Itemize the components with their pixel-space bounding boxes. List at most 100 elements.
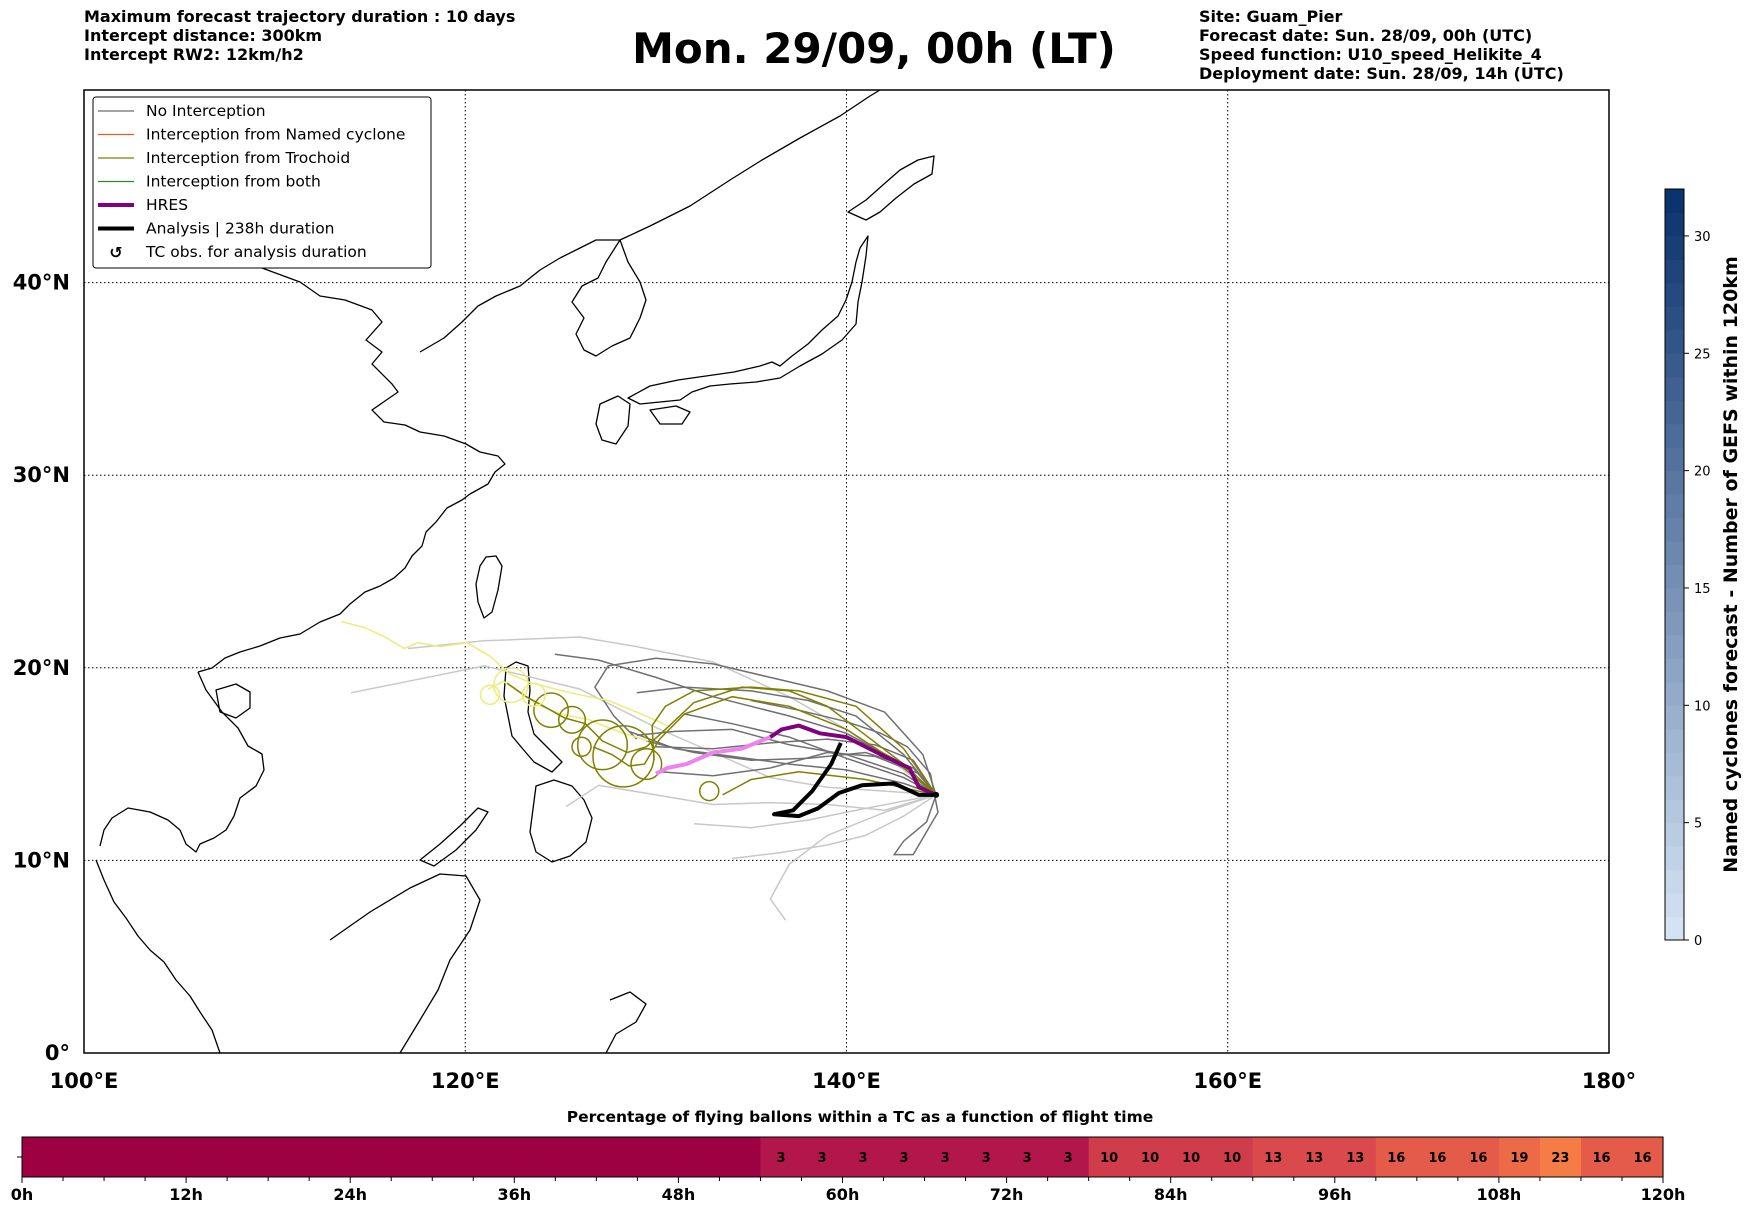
timeline-cell bbox=[268, 1137, 310, 1177]
colorbar-segment bbox=[1665, 376, 1684, 401]
latitude-tick-label: 10°N bbox=[13, 848, 70, 872]
timeline-tick-label: 36h bbox=[497, 1185, 531, 1204]
colorbar-segment bbox=[1665, 658, 1684, 683]
latitude-tick-label: 40°N bbox=[13, 271, 70, 295]
trochoid-loop bbox=[699, 780, 720, 802]
timeline-bar: Percentage of flying ballons within a TC… bbox=[11, 1108, 1686, 1204]
colorbar-segment bbox=[1665, 400, 1684, 425]
coastline-japan-hokkaido bbox=[847, 155, 935, 221]
header-deployment-date: Deployment date: Sun. 28/09, 14h (UTC) bbox=[1199, 64, 1564, 83]
timeline-cell-value: 3 bbox=[1064, 1151, 1073, 1166]
legend-label: Analysis | 238h duration bbox=[146, 220, 335, 238]
track-no-interception bbox=[646, 740, 937, 796]
timeline-cell bbox=[596, 1137, 638, 1177]
timeline-tick-label: 24h bbox=[333, 1185, 367, 1204]
header-intercept-rw2: Intercept RW2: 12km/h2 bbox=[84, 45, 304, 64]
timeline-cell-value: 3 bbox=[817, 1151, 826, 1166]
longitude-tick-label: 100°E bbox=[50, 1069, 119, 1093]
colorbar-segment bbox=[1665, 728, 1684, 753]
colorbar-segment bbox=[1665, 235, 1684, 260]
timeline-cell bbox=[965, 1137, 1008, 1177]
colorbar-tick-label: 5 bbox=[1694, 817, 1702, 832]
colorbar-segment bbox=[1665, 752, 1684, 777]
trochoid-loop bbox=[571, 736, 592, 758]
header-speed-function: Speed function: U10_speed_Helikite_4 bbox=[1199, 45, 1542, 64]
header-intercept-distance: Intercept distance: 300km bbox=[84, 26, 323, 45]
header-forecast-date: Forecast date: Sun. 28/09, 00h (UTC) bbox=[1199, 26, 1533, 45]
timeline-title: Percentage of flying ballons within a TC… bbox=[567, 1108, 1154, 1126]
track-no-interception bbox=[636, 686, 937, 796]
coastline-japan-honshu bbox=[627, 235, 869, 405]
track-no-interception bbox=[636, 728, 937, 796]
colorbar-tick-label: 25 bbox=[1694, 347, 1711, 362]
timeline-cell bbox=[350, 1137, 392, 1177]
coastline-russia-coast bbox=[619, 90, 881, 241]
trajectory-tracks bbox=[341, 620, 940, 921]
timeline-cell-value: 3 bbox=[941, 1151, 950, 1166]
legend-label: Interception from both bbox=[146, 173, 321, 191]
track-trochoid-interception bbox=[651, 686, 937, 796]
legend-label: Interception from Trochoid bbox=[146, 149, 350, 167]
timeline-cell bbox=[309, 1137, 351, 1177]
timeline-cell bbox=[719, 1137, 762, 1177]
trochoid-loop bbox=[592, 725, 655, 788]
timeline-cell bbox=[1580, 1137, 1623, 1177]
track-trochoid-interception bbox=[506, 682, 937, 796]
track-trochoid-interception bbox=[592, 695, 937, 796]
coastline-bohai bbox=[419, 239, 620, 353]
coastlines-layer bbox=[95, 90, 935, 1053]
map-gridlines bbox=[84, 90, 1609, 1053]
colorbar-segment bbox=[1665, 916, 1684, 941]
header-right-info: Site: Guam_Pier Forecast date: Sun. 28/0… bbox=[1199, 7, 1564, 83]
timeline-cell bbox=[760, 1137, 803, 1177]
colorbar-segment bbox=[1665, 681, 1684, 706]
coastline-hainan bbox=[215, 683, 251, 719]
longitude-tick-label: 140°E bbox=[812, 1069, 881, 1093]
legend-label: TC obs. for analysis duration bbox=[145, 243, 367, 261]
track-no-interception bbox=[684, 713, 937, 796]
trochoid-loop bbox=[479, 684, 501, 706]
timeline-cell-value: 3 bbox=[899, 1151, 908, 1166]
colorbar-segment bbox=[1665, 634, 1684, 659]
track-no-interception bbox=[628, 730, 937, 796]
coastline-borneo bbox=[329, 873, 481, 1053]
legend-label: No Interception bbox=[146, 102, 266, 120]
timeline-cell-value: 10 bbox=[1182, 1151, 1200, 1166]
coastline-japan-shikoku bbox=[649, 405, 691, 425]
timeline-cell bbox=[1211, 1137, 1254, 1177]
coastline-taiwan bbox=[475, 555, 503, 619]
coastline-vietnam bbox=[179, 671, 265, 853]
track-hres-late bbox=[655, 735, 772, 776]
colorbar-segment bbox=[1665, 564, 1684, 589]
latitude-tick-label: 0° bbox=[45, 1041, 70, 1065]
timeline-cell-value: 16 bbox=[1428, 1151, 1446, 1166]
timeline-cell bbox=[22, 1137, 64, 1177]
timeline-cell bbox=[186, 1137, 228, 1177]
colorbar-segment bbox=[1665, 611, 1684, 636]
timeline-cell-value: 10 bbox=[1100, 1151, 1118, 1166]
timeline-cell bbox=[801, 1137, 844, 1177]
timeline-cell-value: 16 bbox=[1633, 1151, 1651, 1166]
colorbar-segment bbox=[1665, 494, 1684, 519]
track-no-interception-light bbox=[732, 794, 937, 860]
longitude-tick-label: 180° bbox=[1582, 1069, 1636, 1093]
map-axis-labels: 100°E 120°E 140°E 160°E 180° 0° 10°N 20°N 30°N 40… bbox=[13, 271, 1636, 1093]
longitude-tick-label: 120°E bbox=[431, 1069, 500, 1093]
coastline-korea bbox=[571, 239, 647, 357]
timeline-tick-label: 48h bbox=[662, 1185, 696, 1204]
timeline-cell bbox=[432, 1137, 474, 1177]
timeline-cell bbox=[514, 1137, 556, 1177]
colorbar-segment bbox=[1665, 470, 1684, 495]
timeline-cell bbox=[1334, 1137, 1377, 1177]
timeline-cell bbox=[145, 1137, 187, 1177]
timeline-cell bbox=[883, 1137, 926, 1177]
timeline-cell bbox=[1293, 1137, 1336, 1177]
timeline-cell-value: 3 bbox=[982, 1151, 991, 1166]
colorbar-segment bbox=[1665, 846, 1684, 871]
timeline-cell-value: 19 bbox=[1510, 1151, 1528, 1166]
track-no-interception-light bbox=[693, 794, 937, 829]
timeline-cell bbox=[637, 1137, 680, 1177]
coastline-china bbox=[95, 227, 506, 673]
timeline-cell bbox=[1416, 1137, 1459, 1177]
timeline-cell-value: 13 bbox=[1305, 1151, 1323, 1166]
